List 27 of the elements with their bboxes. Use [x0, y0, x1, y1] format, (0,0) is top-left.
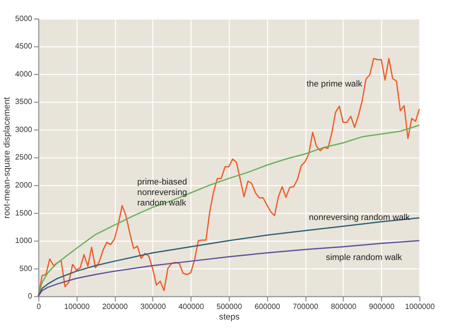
y-tick-label: 1000: [15, 236, 32, 246]
y-axis-title: root-mean-square displacement: [1, 96, 12, 219]
y-tick-label: 0: [28, 292, 32, 301]
x-tick-label: 100000: [64, 302, 90, 312]
x-tick-label: 200000: [102, 302, 128, 312]
y-tick-label: 5000: [15, 14, 32, 23]
x-axis-title: steps: [219, 312, 240, 322]
series-label: prime-biased nonreversing random walk: [137, 176, 188, 208]
y-tick-label: 1500: [15, 208, 32, 218]
y-tick-label: 2000: [15, 180, 32, 190]
y-tick-label: 4000: [15, 69, 32, 78]
series-label: simple random walk: [326, 252, 403, 262]
y-tick-label: 4500: [15, 42, 32, 51]
series-label: the prime walk: [306, 78, 363, 89]
x-tick-label: 300000: [140, 302, 166, 312]
x-tick-label: 400000: [178, 302, 204, 312]
y-tick-label: 500: [19, 264, 32, 273]
x-tick-label: 800000: [330, 302, 356, 312]
x-tick-label: 700000: [292, 302, 318, 312]
y-tick-label: 2500: [15, 152, 32, 162]
x-tick-label: 0: [36, 302, 41, 312]
x-tick-label: 1000000: [404, 302, 435, 312]
x-tick-label: 900000: [368, 302, 394, 312]
y-tick-label: 3500: [15, 97, 32, 106]
x-tick-label: 500000: [216, 302, 242, 312]
x-tick-label: 600000: [254, 302, 280, 312]
y-tick-label: 3000: [15, 124, 32, 134]
